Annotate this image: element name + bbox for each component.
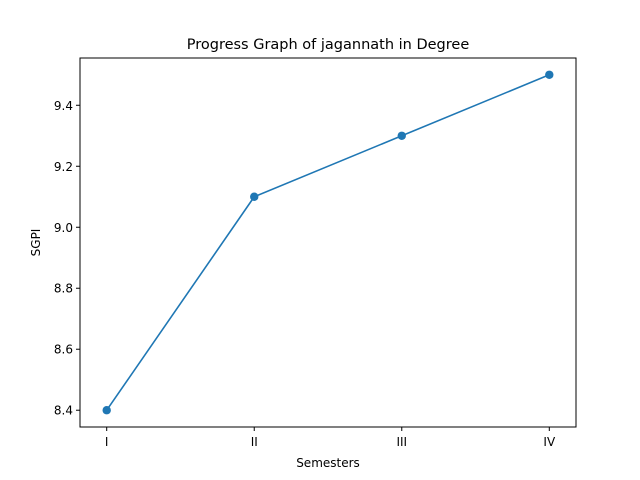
y-tick-label: 8.8	[54, 282, 73, 296]
plot-area	[102, 70, 554, 415]
y-tick-label: 9.0	[54, 221, 73, 235]
data-point	[250, 192, 259, 201]
y-axis-label: SGPI	[29, 229, 43, 257]
series-line	[106, 74, 550, 411]
x-tick-label: III	[396, 435, 407, 449]
x-tick-label: I	[105, 435, 109, 449]
x-tick-label: II	[251, 435, 258, 449]
y-tick-label: 9.4	[54, 99, 73, 113]
data-point	[545, 70, 554, 79]
data-point	[102, 406, 111, 415]
data-point	[397, 131, 406, 140]
x-axis: I II III IV	[105, 427, 556, 449]
y-tick-label: 8.4	[54, 404, 73, 418]
axes-frame	[79, 57, 577, 428]
chart-title: Progress Graph of jagannath in Degree	[187, 37, 470, 53]
y-axis: 8.4 8.6 8.8 9.0 9.2 9.4	[54, 99, 80, 418]
x-axis-label: Semesters	[296, 456, 360, 470]
y-tick-label: 8.6	[54, 343, 73, 357]
x-tick-label: IV	[543, 435, 556, 449]
y-tick-label: 9.2	[54, 160, 73, 174]
